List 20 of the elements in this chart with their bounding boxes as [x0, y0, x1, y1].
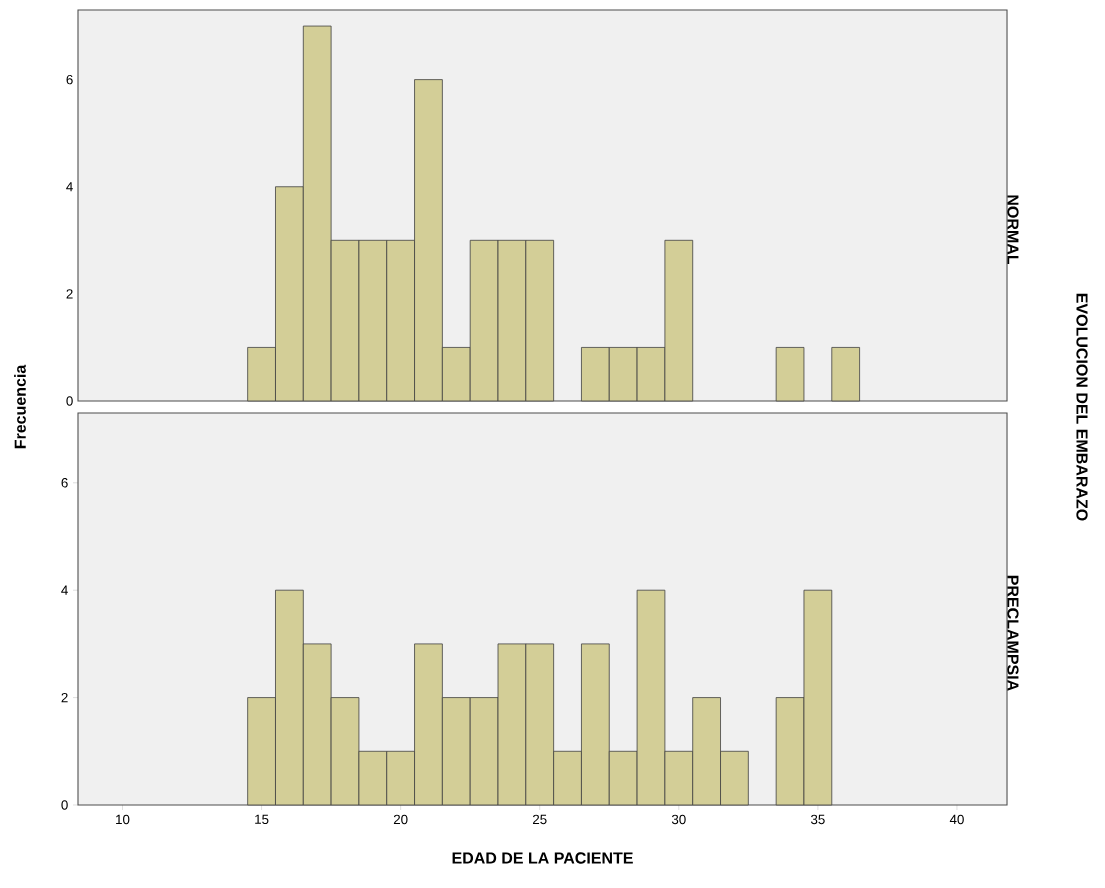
y-tick-label: 0 [61, 800, 68, 810]
x-tick-label: 15 [255, 814, 269, 824]
x-tick-label: 40 [949, 814, 964, 825]
y-tick-label: 6 [61, 478, 68, 488]
x-axis-title: EDAD DE LA PACIENTE [452, 852, 633, 864]
y-tick-label: 2 [61, 692, 68, 703]
x-tick-label: 30 [671, 814, 686, 825]
y-tick-label: 0 [66, 396, 73, 406]
text: NORMAL [1007, 195, 1019, 265]
y-axis-title: Frecuencia [14, 364, 26, 449]
y-tick-label: 2 [66, 289, 73, 299]
x-tick-label: 20 [393, 814, 408, 825]
x-tick-label: 10 [116, 814, 130, 825]
x-tick-label: 25 [532, 814, 547, 825]
y-tick-label: 6 [66, 74, 73, 85]
y-tick-label: 4 [66, 182, 73, 192]
y-tick-label: 4 [61, 585, 68, 595]
text: EVOLUCION DEL EMBARAZO [1076, 293, 1088, 521]
text: PRECLAMPSIA [1007, 575, 1019, 691]
x-tick-label: 35 [810, 814, 825, 825]
